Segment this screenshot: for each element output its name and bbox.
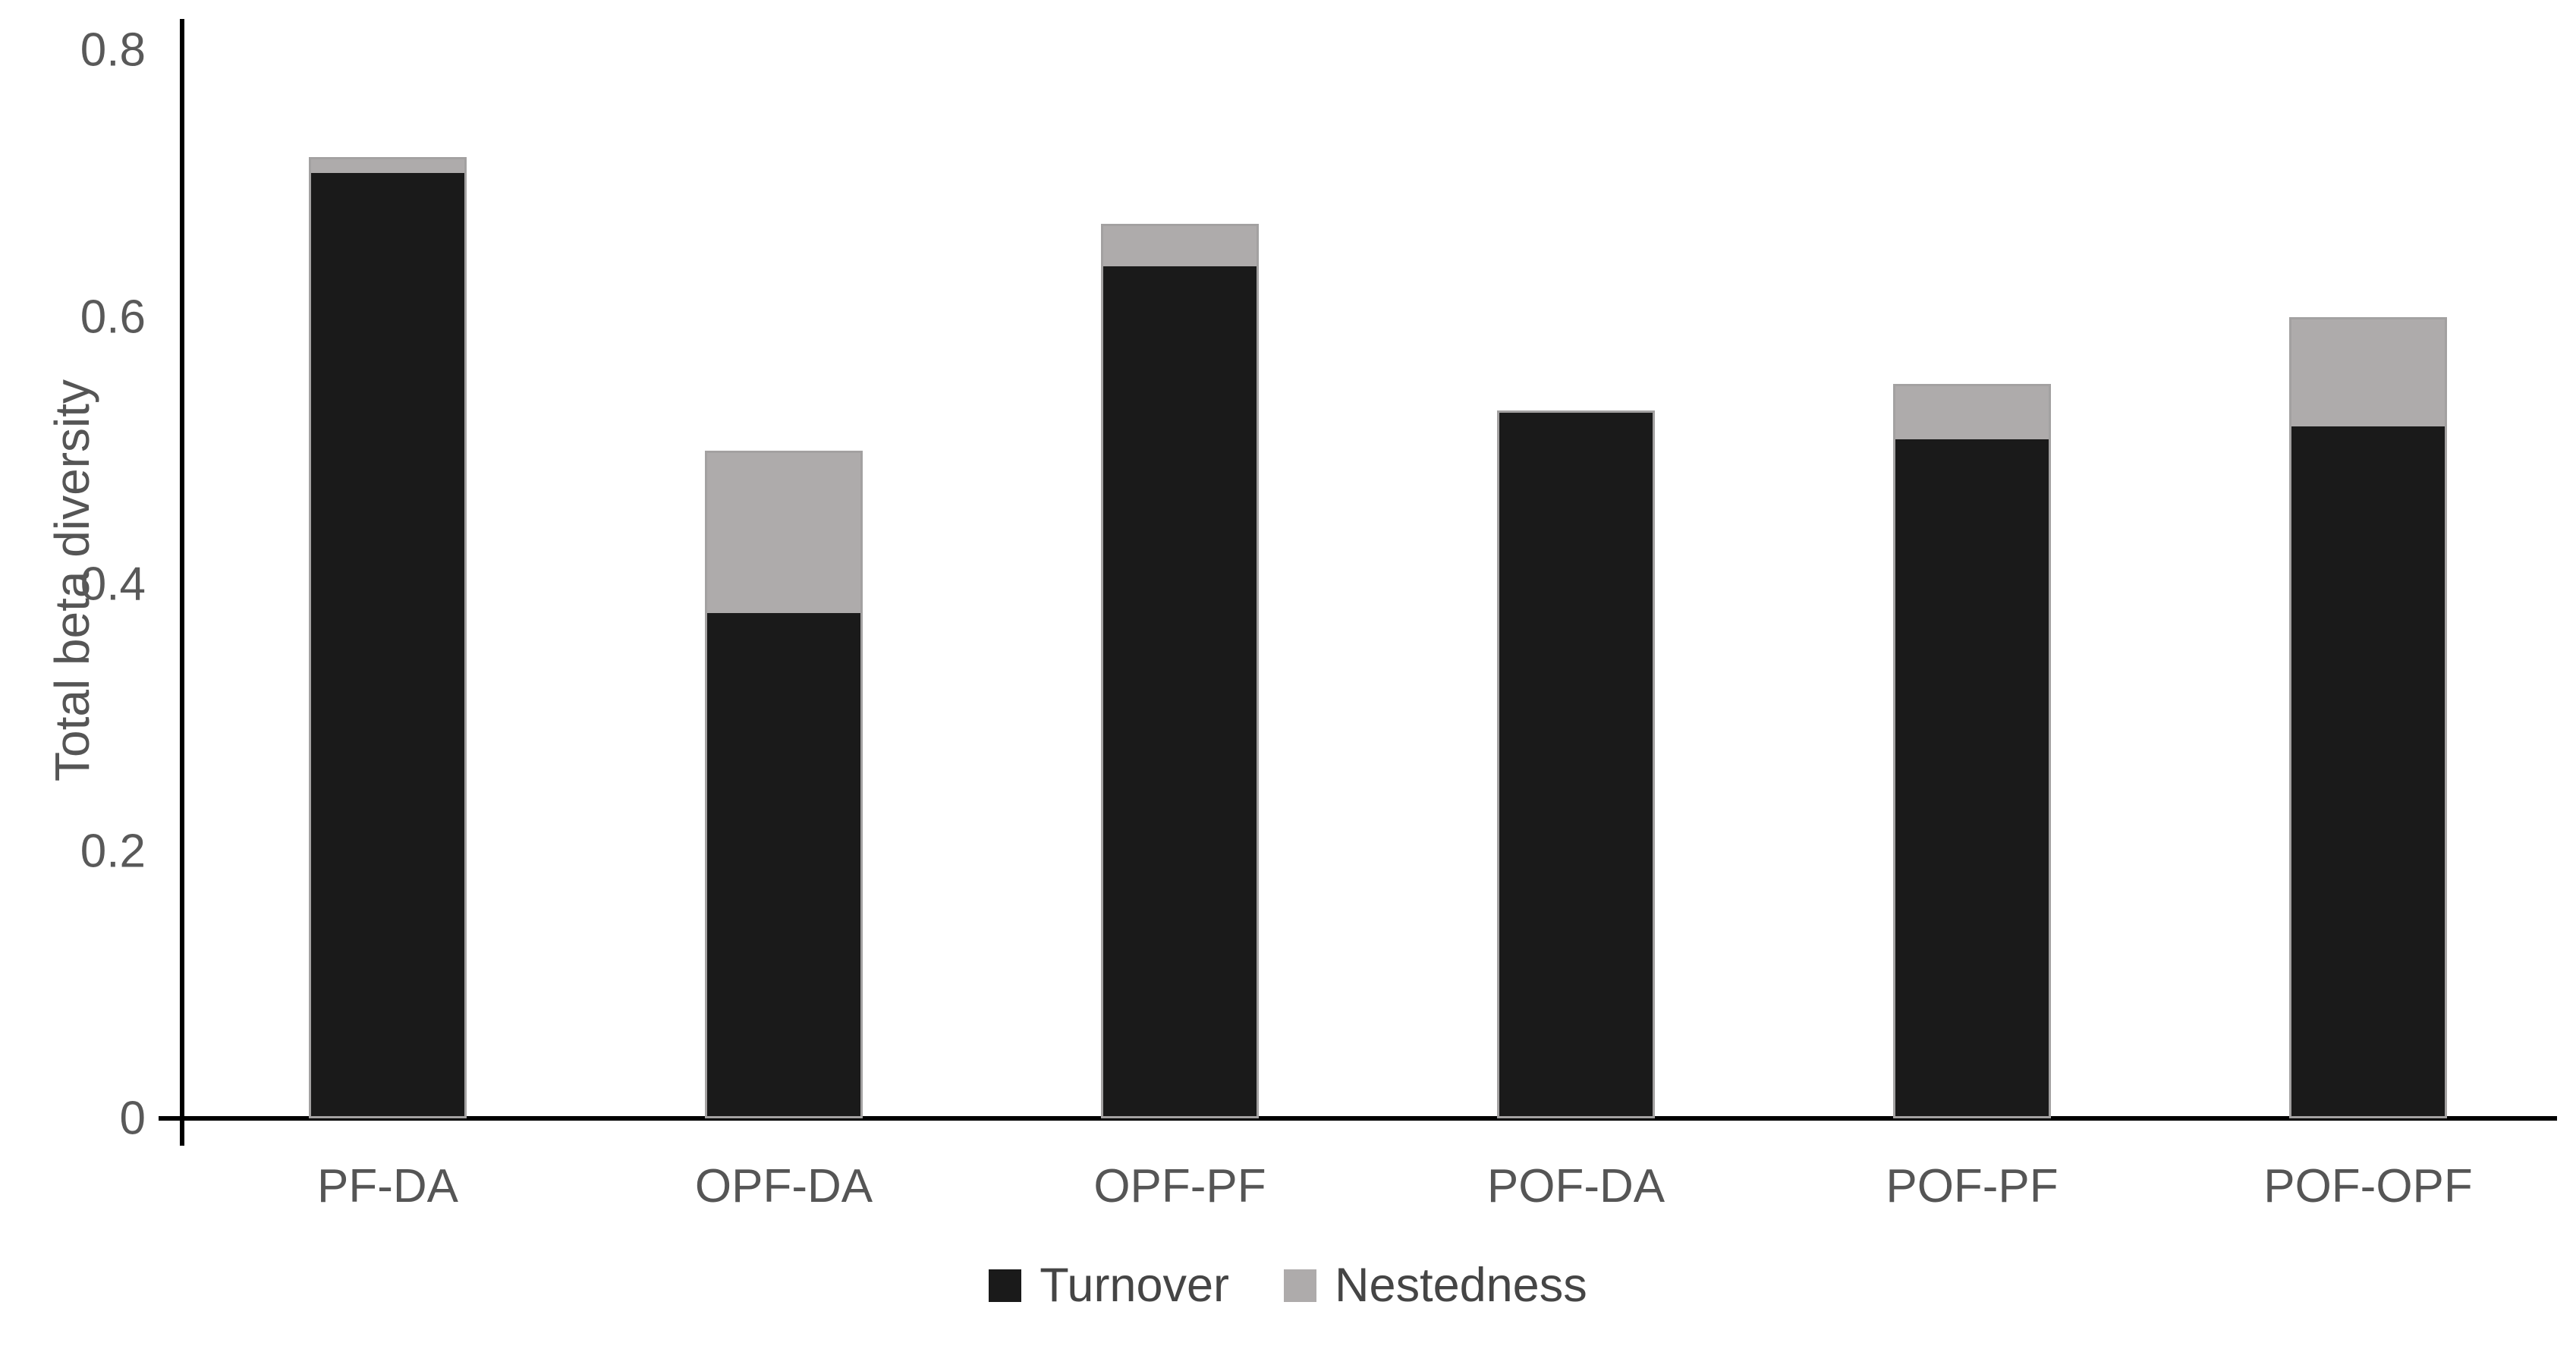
segment-nestedness-POF-PF [1895,386,2049,439]
segment-nestedness-PF-DA [311,159,464,173]
legend: Turnover Nestedness [0,1253,2576,1317]
segment-turnover-OPF-PF [1103,266,1257,1116]
bar-OPF-DA [705,451,863,1118]
y-tick-label-0.2: 0.2 [80,825,146,878]
x-label-OPF-DA: OPF-DA [694,1160,873,1212]
segment-nestedness-OPF-PF [1103,226,1257,266]
x-label-POF-PF: POF-PF [1886,1160,2059,1212]
y-axis-line [180,19,184,1146]
x-label-OPF-PF: OPF-PF [1093,1160,1266,1212]
segment-turnover-POF-PF [1895,439,2049,1116]
turnover-swatch-icon [989,1269,1022,1302]
bar-OPF-PF [1101,224,1259,1118]
x-label-POF-DA: POF-DA [1486,1160,1665,1212]
x-axis-line [159,1116,2557,1121]
segment-turnover-POF-DA [1499,413,1653,1116]
segment-turnover-PF-DA [311,173,464,1116]
bar-PF-DA [309,157,467,1118]
segment-nestedness-OPF-DA [707,453,860,613]
legend-label-turnover: Turnover [1040,1259,1230,1312]
segment-turnover-OPF-DA [707,613,860,1116]
bar-POF-PF [1893,384,2051,1118]
legend-item-turnover: Turnover [989,1258,1229,1313]
segment-turnover-POF-OPF [2291,426,2445,1116]
bar-POF-DA [1497,410,1655,1118]
x-label-POF-OPF: POF-OPF [2263,1160,2473,1212]
y-tick-label-0.4: 0.4 [80,558,146,611]
y-tick-label-0.8: 0.8 [80,24,146,77]
segment-nestedness-POF-OPF [2291,319,2445,426]
x-label-PF-DA: PF-DA [317,1160,458,1212]
nestedness-swatch-icon [1284,1269,1317,1302]
y-tick-label-0.6: 0.6 [80,291,146,344]
y-tick-label-0: 0 [119,1092,146,1145]
bar-POF-OPF [2289,317,2447,1118]
legend-label-nestedness: Nestedness [1335,1259,1587,1312]
legend-item-nestedness: Nestedness [1284,1258,1587,1313]
